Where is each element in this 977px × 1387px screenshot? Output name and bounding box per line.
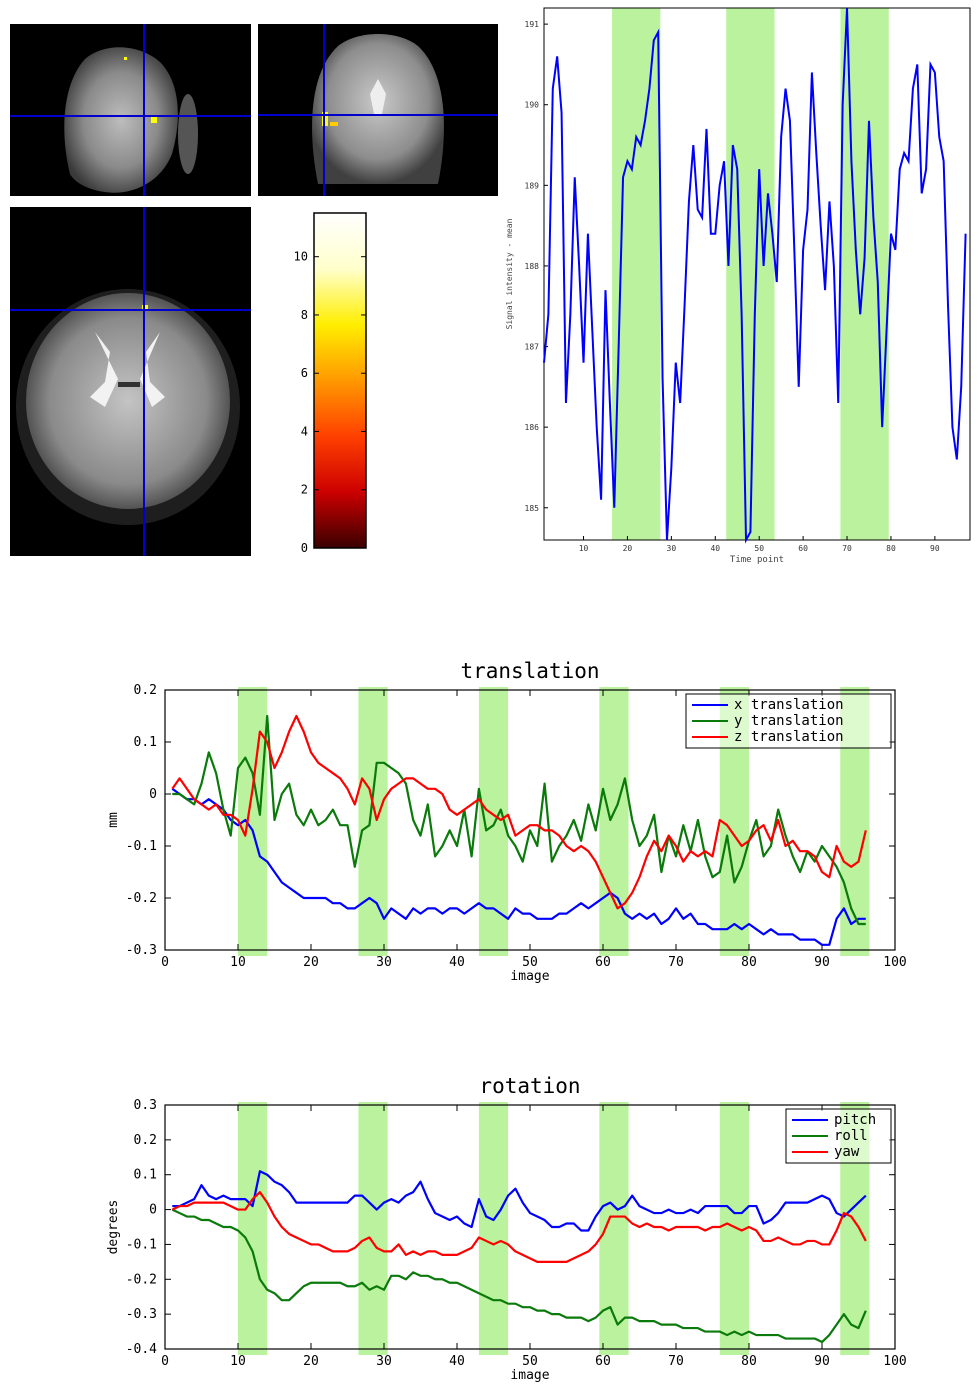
chart-title: rotation [479, 1075, 580, 1098]
y-axis-label: degrees [106, 1200, 121, 1255]
x-tick-label: 70 [668, 955, 684, 970]
activation-blob [151, 117, 157, 123]
y-tick-label: -0.1 [126, 839, 157, 854]
x-tick-label: 70 [842, 544, 852, 553]
y-tick-label: -0.4 [126, 1342, 157, 1357]
y-tick-label: 0.2 [134, 1133, 157, 1148]
coronal-view[interactable] [258, 24, 498, 196]
x-tick-label: 60 [798, 544, 808, 553]
x-tick-label: 20 [303, 1354, 319, 1369]
plot-frame [543, 7, 971, 541]
legend-label: y translation [734, 713, 844, 729]
colorbar-tick-label: 4 [301, 424, 308, 438]
timecourse-chart[interactable]: 185 186 187 188 189 190 191 10 20 30 40 50 60 70 80 90 T… [498, 0, 977, 575]
x-tick-label: 10 [230, 1354, 246, 1369]
series-line [171, 787, 866, 946]
y-tick-label: 0 [149, 1203, 157, 1218]
series-line [171, 1191, 867, 1263]
y-tick-label: -0.3 [126, 1307, 157, 1322]
legend-label: roll [834, 1128, 868, 1144]
y-tick-label: 191 [525, 20, 540, 29]
x-axis-label: Time point [730, 555, 784, 565]
y-tick-label: 0.2 [134, 683, 157, 698]
x-tick-label: 50 [522, 1354, 538, 1369]
y-tick-label: 185 [525, 504, 540, 513]
series-line [171, 714, 867, 910]
y-tick-label: 0.1 [134, 735, 157, 750]
x-tick-label: 50 [522, 955, 538, 970]
x-tick-label: 20 [303, 955, 319, 970]
x-tick-label: 80 [886, 544, 896, 553]
x-tick-label: 100 [883, 1354, 906, 1369]
x-tick-label: 90 [930, 544, 940, 553]
series-line [171, 1208, 867, 1344]
stimulus-block [238, 1102, 268, 1355]
y-tick-label: -0.3 [126, 943, 157, 958]
colorbar: 0 2 4 6 8 10 [294, 212, 367, 555]
x-tick-label: 60 [595, 1354, 611, 1369]
series-line [172, 1170, 867, 1232]
chart-title: translation [460, 659, 599, 683]
x-tick-label: 10 [579, 544, 589, 553]
y-tick-label: -0.2 [126, 891, 157, 906]
y-axis-label: mm [106, 812, 121, 828]
sagittal-view[interactable] [10, 24, 251, 196]
rotation-chart[interactable]: rotation -0.4 -0.3 -0.2 -0.1 0 0.1 0.2 0.3 0 10 20 3… [80, 1075, 925, 1387]
x-axis-label: image [510, 1368, 549, 1383]
axial-view[interactable] [10, 207, 251, 556]
colorbar-tick-label: 2 [301, 483, 308, 497]
stimulus-block [840, 8, 889, 540]
y-tick-label: 0.1 [134, 1168, 157, 1183]
sagittal-slice [10, 24, 251, 196]
x-tick-label: 30 [667, 544, 677, 553]
y-tick-label: 190 [525, 101, 540, 110]
y-tick-label: -0.2 [126, 1272, 157, 1287]
colorbar-tick-label: 0 [301, 541, 308, 555]
x-tick-label: 40 [449, 955, 465, 970]
x-tick-label: 80 [741, 1354, 757, 1369]
x-tick-label: 90 [814, 1354, 830, 1369]
x-tick-label: 90 [814, 955, 830, 970]
x-tick-label: 100 [883, 955, 906, 970]
x-tick-label: 10 [230, 955, 246, 970]
x-tick-label: 40 [710, 544, 720, 553]
legend-label: pitch [834, 1112, 876, 1128]
x-tick-label: 30 [376, 1354, 392, 1369]
x-tick-label: 50 [754, 544, 764, 553]
stimulus-block [478, 1102, 509, 1355]
translation-chart[interactable]: translation -0.3 -0.2 -0.1 0 0.1 0.2 0 10 20 30 40 5… [95, 650, 925, 995]
stimulus-block [358, 1102, 388, 1355]
y-tick-label: -0.1 [126, 1237, 157, 1252]
y-tick-label: 187 [525, 343, 540, 352]
y-tick-label: 0.3 [134, 1098, 157, 1113]
x-tick-label: 40 [449, 1354, 465, 1369]
y-axis-label: Signal intensity - mean [505, 218, 514, 329]
signal-line [543, 7, 967, 544]
y-tick-label: 186 [525, 423, 540, 432]
x-tick-label: 80 [741, 955, 757, 970]
stimulus-block [612, 8, 661, 540]
x-tick-label: 70 [668, 1354, 684, 1369]
colorbar-tick-label: 8 [301, 308, 308, 322]
coronal-slice [258, 24, 498, 196]
y-tick-label: 0 [149, 787, 157, 802]
stimulus-block [726, 8, 775, 540]
x-tick-label: 0 [161, 1354, 169, 1369]
colorbar-tick-label: 10 [294, 250, 308, 264]
legend-label: z translation [734, 729, 844, 745]
x-tick-label: 20 [623, 544, 633, 553]
colorbar-gradient [313, 212, 367, 549]
y-tick-label: 189 [525, 181, 540, 190]
stimulus-block [358, 687, 388, 956]
x-tick-label: 0 [161, 955, 169, 970]
x-axis-label: image [510, 969, 549, 984]
legend-label: yaw [834, 1144, 860, 1160]
legend-label: x translation [734, 697, 844, 713]
x-tick-label: 60 [595, 955, 611, 970]
colorbar-tick-label: 6 [301, 366, 308, 380]
x-tick-label: 30 [376, 955, 392, 970]
stimulus-block [599, 687, 629, 956]
axial-slice [10, 207, 251, 556]
y-tick-label: 188 [525, 262, 540, 271]
